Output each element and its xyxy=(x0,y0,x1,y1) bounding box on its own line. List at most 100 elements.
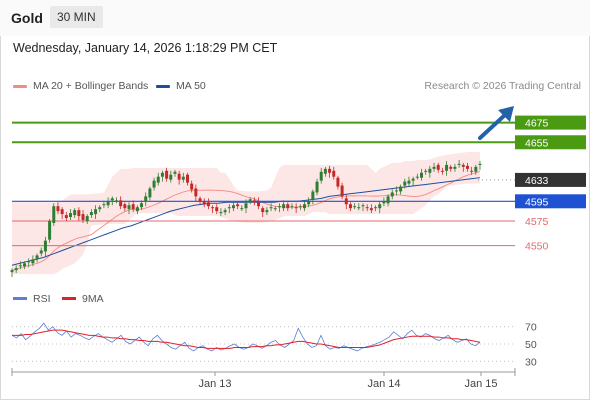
level-label-4575: 4575 xyxy=(525,216,549,228)
rsi-legend: RSI 9MA xyxy=(13,293,104,305)
candle-body xyxy=(110,198,114,201)
level-label-4633: 4633 xyxy=(525,175,549,187)
candle-body xyxy=(357,207,361,209)
candle-body xyxy=(127,205,131,210)
x-tick-label-jan-15: Jan 15 xyxy=(464,378,497,390)
candle-body xyxy=(420,172,423,178)
candle-body xyxy=(60,209,64,215)
candle-body xyxy=(336,177,340,187)
legend-ma20: MA 20 + Bollinger Bands xyxy=(13,80,148,92)
candles xyxy=(10,159,482,278)
candle-body xyxy=(48,220,52,240)
level-tag-4633 xyxy=(515,172,586,187)
candle-body xyxy=(257,201,261,207)
ma20-line xyxy=(11,170,481,271)
candle-body xyxy=(386,196,390,204)
level-label-4675: 4675 xyxy=(525,118,549,130)
candle-body xyxy=(144,196,148,202)
x-tick-label-jan-14: Jan 14 xyxy=(367,378,400,390)
candle-body xyxy=(374,207,378,209)
candle-body xyxy=(470,170,474,172)
candle-body xyxy=(240,208,244,210)
candle-body xyxy=(348,204,352,209)
candle-body xyxy=(119,200,123,207)
candle-body xyxy=(156,176,160,183)
candle-body xyxy=(411,178,415,181)
candle-body xyxy=(131,204,135,210)
rsi-swatch xyxy=(13,297,27,300)
level-tag-4595 xyxy=(515,194,586,209)
candle-body xyxy=(269,207,273,209)
candle-body xyxy=(219,212,223,214)
candle-body xyxy=(173,171,177,174)
candle-body xyxy=(252,200,256,203)
candle-body xyxy=(428,168,432,173)
candle-body xyxy=(10,270,14,273)
candle-body xyxy=(415,176,419,178)
candle-body xyxy=(160,172,164,177)
rsi-tick-50: 50 xyxy=(525,339,537,351)
ma50-swatch xyxy=(156,84,170,88)
candle-body xyxy=(211,207,215,209)
candle-body xyxy=(399,186,403,192)
candle-body xyxy=(102,204,106,206)
candle-body xyxy=(186,174,189,183)
candle-body xyxy=(64,215,68,219)
candle-body xyxy=(69,213,72,218)
candle-body xyxy=(89,212,93,216)
candle-body xyxy=(445,164,449,171)
candle-body xyxy=(94,209,98,215)
candle-body xyxy=(311,191,315,200)
candle-body xyxy=(286,204,290,209)
ma9-swatch xyxy=(62,297,76,300)
candle-body xyxy=(436,164,440,170)
candle-body xyxy=(81,214,85,220)
candle-body xyxy=(43,240,47,252)
series-9ma xyxy=(12,329,481,349)
candle-body xyxy=(206,202,210,207)
candle-body xyxy=(294,207,298,209)
candle-body xyxy=(190,183,194,190)
candle-body xyxy=(261,208,265,213)
research-credit: Research © 2026 Trading Central xyxy=(424,80,581,92)
candle-body xyxy=(474,166,478,172)
timestamp: Wednesday, January 14, 2026 1:18:29 PM C… xyxy=(13,41,278,55)
x-tick-label-jan-13: Jan 13 xyxy=(198,378,231,390)
candle-body xyxy=(290,206,294,208)
candle-body xyxy=(23,263,27,267)
candle-body xyxy=(298,206,302,208)
candle-body xyxy=(248,199,252,202)
candle-body xyxy=(282,204,286,209)
candle-body xyxy=(77,210,81,217)
candle-body xyxy=(407,180,411,184)
candle-body xyxy=(198,198,202,202)
candle-body xyxy=(328,168,332,173)
candle-body xyxy=(478,163,482,165)
candle-body xyxy=(465,165,469,169)
candle-body xyxy=(403,181,407,186)
candle-body xyxy=(361,205,365,207)
candle-body xyxy=(181,176,185,180)
candle-body xyxy=(194,188,198,197)
legend-ma20-label: MA 20 + Bollinger Bands xyxy=(33,80,149,92)
candle-body xyxy=(332,170,336,177)
candle-body xyxy=(123,204,127,209)
chart-header: Gold 30 MIN xyxy=(0,0,590,36)
candle-body xyxy=(449,166,453,169)
candle-body xyxy=(340,185,344,197)
candle-body xyxy=(52,206,56,223)
candle-body xyxy=(382,201,386,204)
candle-body xyxy=(315,181,319,193)
candle-body xyxy=(140,203,144,208)
candle-body xyxy=(319,171,323,181)
level-tag-4655 xyxy=(515,135,586,150)
candle-body xyxy=(461,164,465,167)
candle-body xyxy=(277,206,281,208)
candle-body xyxy=(165,170,169,179)
ma20-swatch xyxy=(13,84,27,88)
candle-body xyxy=(390,192,394,197)
interval-badge[interactable]: 30 MIN xyxy=(50,6,103,28)
candle-body xyxy=(453,166,457,169)
candle-body xyxy=(344,198,348,205)
